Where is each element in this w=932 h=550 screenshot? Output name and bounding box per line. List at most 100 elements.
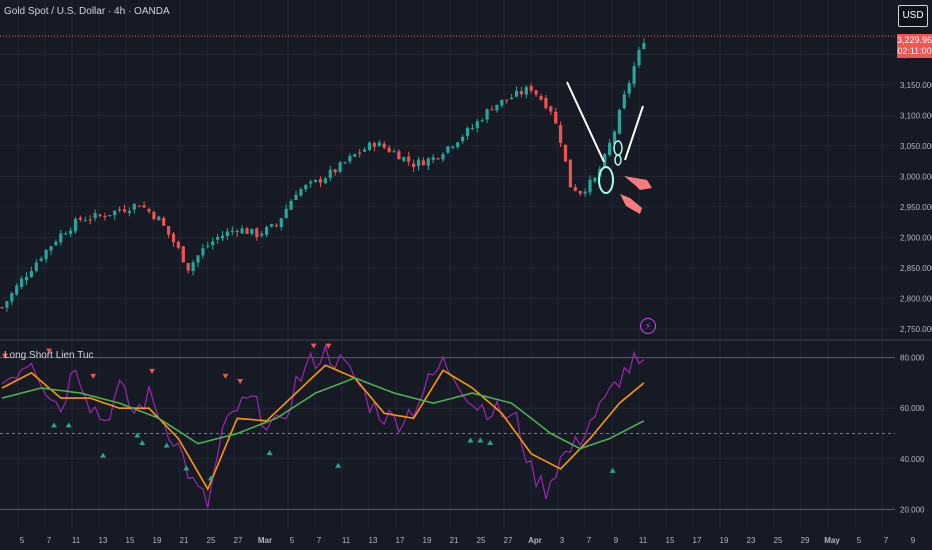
candle-body [171,233,176,243]
candle-body [603,154,607,168]
candle-body [323,178,327,184]
y-tick-label: 2,800.000 [900,294,932,303]
buy-signal-triangle [207,475,214,481]
countdown-value: 02:11:00 [897,46,932,56]
candle-body [318,179,323,183]
candle-body [485,109,489,120]
buy-signal-triangle [65,422,72,428]
x-tick-label: 11 [72,536,81,545]
x-tick-label: 27 [504,536,513,545]
candle-body [240,228,244,234]
x-tick-label: Apr [528,536,542,545]
candle-body [24,276,29,281]
buy-signal-triangle [487,440,494,446]
x-tick-label: 17 [396,536,405,545]
candle-body [593,177,597,182]
x-tick-label: 25 [207,536,216,545]
candle-body [495,104,499,111]
candle-body [113,210,117,216]
candle-body [490,109,494,111]
candle-body [147,208,151,212]
candle-body [255,228,259,238]
y-tick-label: 3,000.000 [900,172,932,181]
x-tick-label: 11 [342,536,351,545]
candle-body [637,50,641,66]
sell-signal-triangle [237,378,244,384]
candle-body [470,127,474,129]
candle-body [309,181,313,184]
y-tick-label: 3,100.000 [900,111,932,120]
sell-signal-triangle [325,343,332,349]
x-tick-label: 19 [720,536,729,545]
candle-body [15,285,19,295]
annotation-line-right [624,105,644,161]
candle-body [328,169,332,178]
candle-body [29,271,33,277]
x-tick-label: 7 [47,536,52,545]
candle-body [294,194,298,201]
candle-body [519,91,523,95]
candle-body [431,157,435,160]
candle-body [152,212,156,220]
x-tick-label: 9 [911,536,916,545]
candle-body [549,106,553,112]
indicator-y-tick-label: 20.000 [900,505,925,514]
buy-signal-triangle [51,422,57,428]
last-price-value: 3,229.965 [897,35,932,45]
candle-body [397,151,401,160]
circle-marker [598,166,614,194]
candle-body [206,245,210,247]
x-tick-label: 19 [153,536,162,545]
arrow-marker [620,194,642,214]
lightning-icon[interactable]: ⚡ [640,318,656,334]
candle-body [407,156,411,162]
candle-body [127,210,131,213]
candle-body [612,131,617,144]
candle-body [167,225,171,235]
candle-body [49,246,53,251]
candle-body [578,191,582,194]
candle-body [59,233,63,243]
y-tick-label: 2,850.000 [900,264,932,273]
candle-body [348,156,352,162]
x-tick-label: Mar [258,536,272,545]
x-tick-label: 15 [666,536,675,545]
candle-body [274,225,278,227]
candle-body [372,143,376,147]
candle-body [524,87,528,95]
candle-body [338,162,342,172]
x-tick-label: 13 [369,536,378,545]
candle-body [416,159,421,167]
candle-body [314,179,318,182]
buy-signal-triangle [467,437,474,443]
currency-button[interactable]: USD [898,5,928,27]
candle-body [176,241,180,248]
candle-body [245,228,249,234]
candle-body [544,97,548,109]
candle-body [559,125,563,143]
candle-body [529,86,533,91]
candle-body [333,169,337,173]
indicator-y-tick-label: 40.000 [900,455,925,464]
candle-body [563,144,568,162]
candle-body [588,179,592,193]
x-tick-label: 17 [693,536,702,545]
candle-body [34,262,38,271]
candle-body [358,152,362,154]
candle-body [412,163,416,168]
x-tick-label: 13 [99,536,108,545]
buy-signal-triangle [609,467,616,473]
candle-body [20,278,24,287]
y-tick-label: 2,750.000 [900,325,932,334]
indicator-y-tick-label: 80.000 [900,354,925,363]
candle-body [54,241,58,245]
sell-signal-triangle [310,343,317,349]
symbol-title: Gold Spot / U.S. Dollar · 4h · OANDA [4,6,170,17]
candle-body [83,220,87,222]
candle-body [510,97,514,100]
candle-body [363,149,367,152]
candle-body [465,128,470,137]
indicator-series-line [1,343,645,508]
y-tick-label: 2,950.000 [900,203,932,212]
